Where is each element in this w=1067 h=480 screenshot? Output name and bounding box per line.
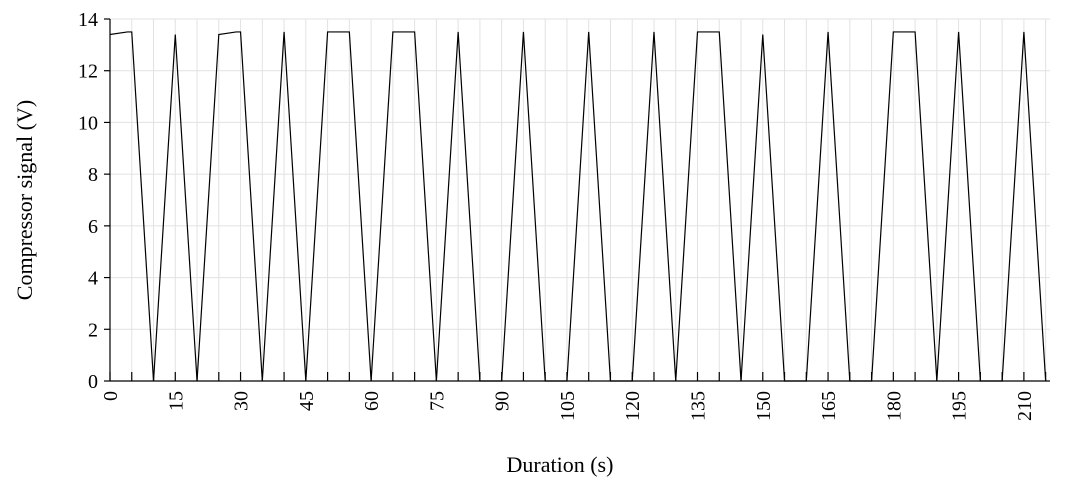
y-axis-title: Compressor signal (V): [12, 100, 37, 300]
x-tick-label: 180: [883, 391, 905, 421]
series-group: [109, 31, 1047, 382]
x-tick-label: 90: [492, 391, 514, 411]
x-tick-label: 0: [100, 391, 122, 401]
y-tick-label: 4: [88, 268, 98, 290]
x-tick-label: 150: [753, 391, 775, 421]
y-tick-label: 8: [88, 164, 98, 186]
x-tick-label: 195: [949, 391, 971, 421]
x-tick-label: 120: [622, 391, 644, 421]
y-tick-label: 0: [88, 371, 98, 393]
y-tick-label: 12: [78, 61, 98, 83]
x-tick-label: 210: [1014, 391, 1036, 421]
x-tick-label: 30: [231, 391, 253, 411]
x-tick-label: 60: [361, 391, 383, 411]
ticks: [104, 18, 1047, 382]
y-tick-label: 2: [88, 319, 98, 341]
gridlines: [110, 18, 1050, 381]
tick-labels: 0 2 4 6 8 10 12 14 0 15 30 45 60 75 90 105 120 135 150 165 1…: [78, 9, 1036, 421]
series-line: [109, 31, 1047, 382]
x-axis-title: Duration (s): [507, 452, 614, 477]
x-tick-label: 45: [296, 391, 318, 411]
y-tick-label: 10: [78, 112, 98, 134]
x-tick-label: 15: [165, 391, 187, 411]
x-tick-label: 135: [688, 391, 710, 421]
x-tick-label: 105: [557, 391, 579, 421]
y-tick-label: 6: [88, 216, 98, 238]
x-tick-label: 165: [818, 391, 840, 421]
x-tick-label: 75: [426, 391, 448, 411]
y-tick-label: 14: [78, 9, 98, 31]
